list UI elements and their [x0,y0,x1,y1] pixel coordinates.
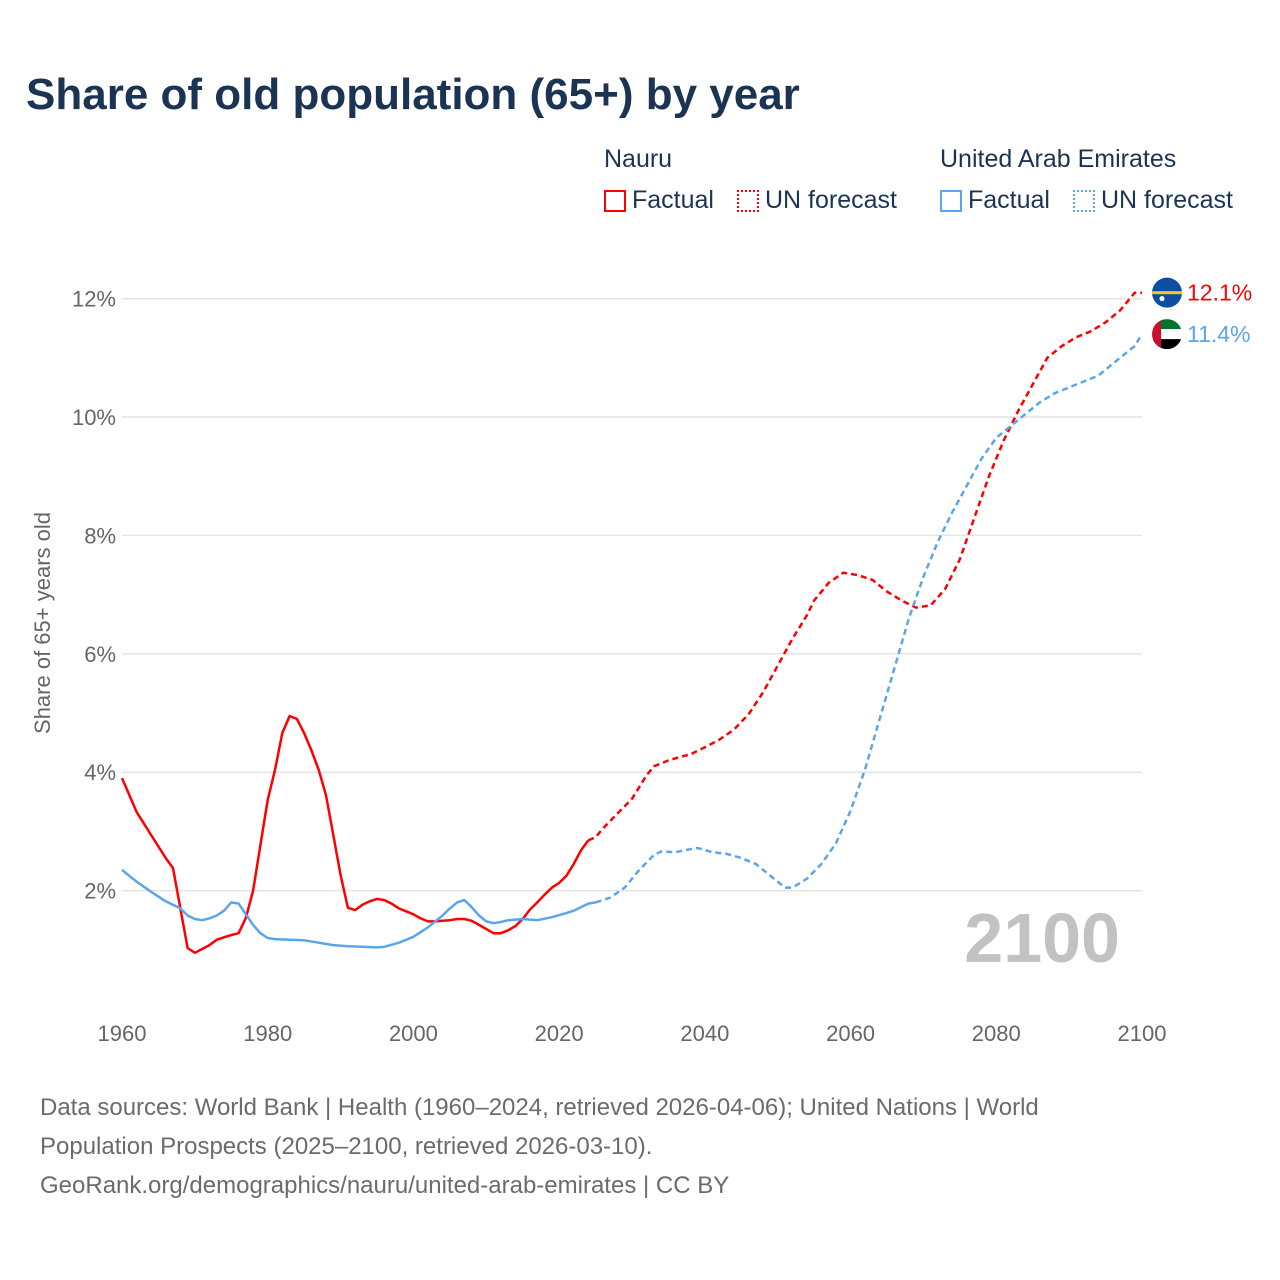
legend-nauru-forecast[interactable]: UN forecast [737,186,897,215]
x-tick-label: 2060 [826,1021,875,1046]
legend-label: UN forecast [765,186,897,214]
line-uae-forecast [595,333,1144,904]
flag-stripe [1152,329,1182,340]
legend-swatch-solid [940,189,962,212]
flag-stripe [1152,319,1182,330]
y-tick-label: 8% [84,523,116,548]
y-tick-label: 2% [84,879,116,904]
legend-group-uae: United Arab Emirates [940,145,1177,173]
end-label-nauru: 12.1% [1187,280,1252,306]
y-tick-label: 10% [72,405,116,430]
footer-sources: Data sources: World Bank | Health (1960–… [40,1088,1190,1205]
end-label-uae: 11.4% [1187,321,1251,347]
legend-group-nauru: Nauru [604,145,673,173]
flag-stripe [1152,291,1182,295]
legend-label: UN forecast [1101,186,1233,214]
flag-stripe [1152,319,1161,350]
x-tick-label: 1960 [98,1021,147,1046]
y-tick-label: 12% [72,287,116,312]
line-nauru-factual [120,714,590,955]
x-tick-label: 2000 [389,1021,438,1046]
line-nauru-forecast [587,291,1142,842]
flag-nauru-icon [1152,277,1182,308]
footer-link[interactable]: GeoRank.org/demographics/nauru/united-ar… [40,1172,730,1199]
footer-line: Population Prospects (2025–2100, retriev… [40,1133,653,1160]
y-tick-label: 6% [84,642,116,667]
x-tick-label: 2020 [535,1021,584,1046]
line-uae-factual [121,868,596,949]
flag-stripe [1152,339,1182,350]
x-tick-label: 2080 [972,1021,1021,1046]
legend-label: Factual [632,186,714,214]
legend-uae-factual[interactable]: Factual [940,186,1050,215]
legend-label: Factual [968,186,1050,214]
legend-swatch-dotted [737,189,759,212]
legend-swatch-solid [604,189,626,212]
legend-uae-forecast[interactable]: UN forecast [1073,186,1233,215]
flag-uae-icon [1152,319,1182,350]
legend-swatch-dotted [1073,189,1095,212]
x-tick-label: 2040 [680,1021,729,1046]
footer-line: Data sources: World Bank | Health (1960–… [40,1094,1039,1121]
chart-title: Share of old population (65+) by year [26,70,800,119]
x-tick-label: 1980 [243,1021,292,1046]
flag-star [1159,296,1165,302]
legend-nauru-factual[interactable]: Factual [604,186,714,215]
year-watermark: 2100 [964,899,1120,977]
y-axis-label: Share of 65+ years old [30,512,55,734]
y-tick-label: 4% [84,760,116,785]
x-tick-label: 2100 [1118,1021,1167,1046]
